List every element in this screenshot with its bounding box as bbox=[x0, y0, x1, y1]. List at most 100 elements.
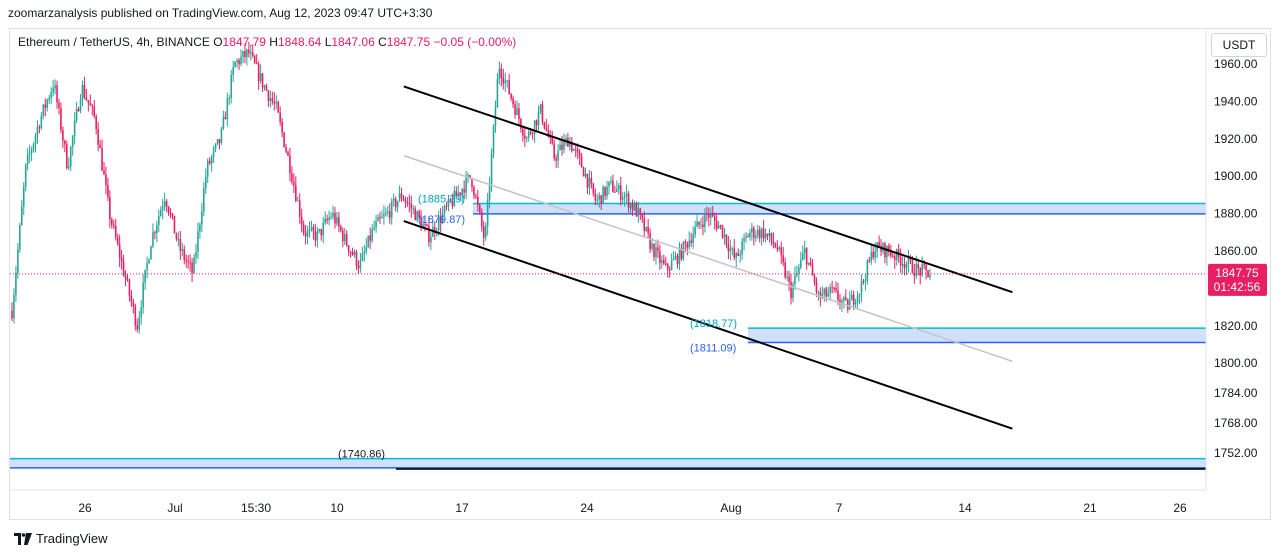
candle-body bbox=[813, 275, 816, 283]
candle-body bbox=[187, 261, 189, 263]
candle-body bbox=[228, 97, 231, 99]
candle-body bbox=[11, 310, 13, 319]
candle-body bbox=[764, 233, 767, 239]
candle-body bbox=[306, 230, 309, 237]
candle-body bbox=[698, 221, 700, 225]
close-label: C bbox=[378, 35, 387, 49]
candle-body bbox=[56, 85, 58, 103]
candle-body bbox=[704, 212, 706, 227]
candle-body bbox=[289, 155, 291, 174]
candle-body bbox=[183, 249, 186, 260]
symbol-name[interactable]: Ethereum / TetherUS, 4h, BINANCE bbox=[18, 35, 210, 49]
candle-body bbox=[837, 290, 839, 301]
candle-body bbox=[216, 139, 219, 145]
candle-body bbox=[539, 104, 542, 113]
candle-body bbox=[725, 234, 728, 245]
candle-body bbox=[608, 181, 610, 187]
channel-lower-line[interactable] bbox=[403, 220, 1013, 430]
y-tick-label: 1752.00 bbox=[1214, 446, 1258, 460]
candle-body bbox=[101, 147, 103, 171]
candle-body bbox=[116, 237, 119, 244]
candle-body bbox=[122, 261, 125, 276]
candle-body bbox=[355, 251, 358, 266]
candle-body bbox=[486, 199, 489, 227]
candle-body bbox=[375, 221, 377, 228]
candle-body bbox=[154, 232, 156, 234]
candle-body bbox=[586, 173, 589, 188]
candle-body bbox=[203, 188, 205, 212]
candle-body bbox=[62, 130, 64, 141]
candle-body bbox=[204, 176, 207, 189]
candle-body bbox=[561, 144, 563, 150]
footer-brand[interactable]: TradingView bbox=[14, 531, 108, 546]
candle-body bbox=[754, 235, 757, 238]
tradingview-brand: TradingView bbox=[36, 531, 108, 546]
candle-body bbox=[308, 228, 311, 231]
candle-body bbox=[212, 149, 215, 157]
y-axis-layer: 1960.00 1940.00 1920.00 1900.00 1880.00 1860.… bbox=[1214, 57, 1258, 460]
candle-body bbox=[557, 150, 559, 161]
y-tick-label: 1940.00 bbox=[1214, 94, 1258, 108]
candle-body bbox=[612, 180, 614, 192]
candle-body bbox=[361, 253, 364, 261]
candle-body bbox=[159, 210, 162, 217]
candle-body bbox=[377, 217, 379, 222]
candle-body bbox=[394, 198, 397, 208]
y-tick-label: 1820.00 bbox=[1214, 319, 1258, 333]
candle-body bbox=[727, 244, 730, 252]
candle-body bbox=[512, 98, 514, 105]
candle-body bbox=[185, 259, 188, 262]
candle-body bbox=[465, 176, 467, 193]
candle-body bbox=[89, 103, 92, 106]
chart-frame bbox=[9, 28, 1271, 520]
candle-body bbox=[404, 200, 407, 203]
candle-body bbox=[383, 214, 385, 217]
tradingview-logo-icon bbox=[14, 532, 32, 545]
candle-body bbox=[647, 226, 649, 233]
candle-body bbox=[549, 136, 552, 138]
candle-body bbox=[365, 247, 368, 252]
y-tick-label: 1920.00 bbox=[1214, 132, 1258, 146]
candle-body bbox=[318, 229, 321, 232]
candle-body bbox=[402, 197, 405, 201]
candle-body bbox=[895, 249, 898, 260]
candle-body bbox=[224, 117, 227, 120]
candle-body bbox=[275, 101, 278, 104]
candle-body bbox=[328, 217, 330, 221]
candle-body bbox=[136, 325, 139, 330]
channel-upper-line[interactable] bbox=[403, 85, 1013, 294]
candle-body bbox=[467, 175, 469, 177]
candle-body bbox=[230, 75, 233, 98]
zone-bottom-label: (1879.87) bbox=[418, 214, 465, 226]
candle-body bbox=[488, 185, 491, 200]
candle-body bbox=[619, 185, 622, 200]
candle-body bbox=[32, 143, 35, 150]
ohlc-legend: Ethereum / TetherUS, 4h, BINANCE O1847.7… bbox=[18, 35, 516, 49]
candle-body bbox=[340, 226, 342, 231]
candle-body bbox=[784, 262, 786, 278]
candle-body bbox=[93, 106, 96, 117]
candle-body bbox=[295, 185, 297, 201]
candle-body bbox=[461, 189, 463, 195]
candle-body bbox=[277, 101, 280, 113]
candle-body bbox=[737, 253, 739, 256]
currency-selector[interactable]: USDT bbox=[1211, 33, 1267, 57]
candle-body bbox=[772, 241, 775, 245]
channel-mid-line[interactable] bbox=[403, 154, 1013, 363]
candle-body bbox=[676, 255, 679, 265]
y-tick-label: 1860.00 bbox=[1214, 244, 1258, 258]
candle-body bbox=[639, 208, 642, 215]
candle-body bbox=[300, 216, 303, 225]
candle-body bbox=[111, 219, 113, 226]
candle-body bbox=[572, 149, 575, 151]
candle-body bbox=[426, 224, 428, 226]
candle-body bbox=[75, 108, 78, 121]
candle-body bbox=[535, 120, 538, 125]
candle-body bbox=[831, 287, 833, 289]
candle-body bbox=[525, 137, 528, 139]
candle-body bbox=[700, 224, 702, 226]
candle-body bbox=[616, 189, 618, 192]
y-tick-label: 1784.00 bbox=[1214, 386, 1258, 400]
candle-body bbox=[222, 117, 225, 129]
